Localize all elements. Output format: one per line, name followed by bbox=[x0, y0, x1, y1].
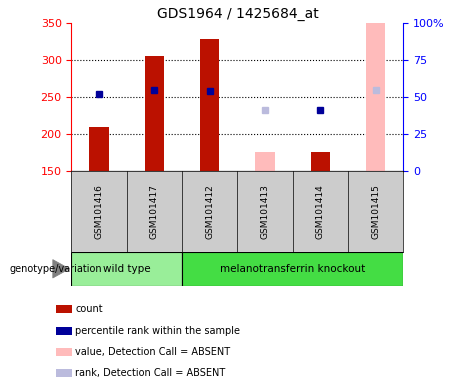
Bar bbox=[56, 348, 72, 356]
Text: GSM101414: GSM101414 bbox=[316, 184, 325, 238]
Bar bbox=[56, 327, 72, 334]
Text: genotype/variation: genotype/variation bbox=[9, 264, 102, 274]
Title: GDS1964 / 1425684_at: GDS1964 / 1425684_at bbox=[157, 7, 318, 21]
Text: GSM101413: GSM101413 bbox=[260, 184, 270, 238]
Text: melanotransferrin knockout: melanotransferrin knockout bbox=[220, 264, 366, 274]
Bar bbox=[56, 306, 72, 313]
Text: GSM101416: GSM101416 bbox=[95, 184, 104, 238]
Text: value, Detection Call = ABSENT: value, Detection Call = ABSENT bbox=[75, 347, 230, 357]
Bar bbox=[89, 127, 109, 171]
Text: rank, Detection Call = ABSENT: rank, Detection Call = ABSENT bbox=[75, 368, 225, 378]
Text: percentile rank within the sample: percentile rank within the sample bbox=[75, 326, 240, 336]
Bar bbox=[200, 39, 219, 171]
Bar bbox=[71, 252, 182, 286]
Text: GSM101417: GSM101417 bbox=[150, 184, 159, 238]
Bar bbox=[182, 252, 403, 286]
Bar bbox=[56, 369, 72, 377]
Bar bbox=[311, 152, 330, 171]
Text: count: count bbox=[75, 305, 103, 314]
Text: GSM101412: GSM101412 bbox=[205, 184, 214, 238]
Bar bbox=[255, 152, 275, 171]
Bar bbox=[366, 23, 385, 171]
Polygon shape bbox=[53, 260, 69, 278]
Bar bbox=[145, 56, 164, 171]
Text: GSM101415: GSM101415 bbox=[371, 184, 380, 238]
Text: wild type: wild type bbox=[103, 264, 151, 274]
